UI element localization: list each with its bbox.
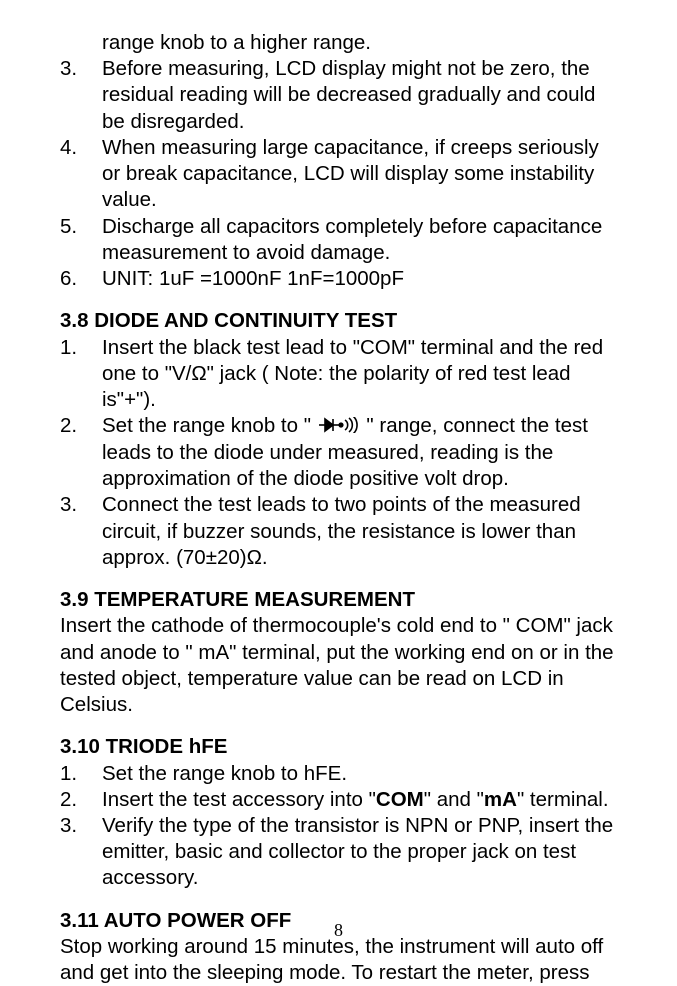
list-number: 3. <box>60 813 102 892</box>
list-item: 6. UNIT: 1uF =1000nF 1nF=1000pF <box>60 266 617 292</box>
list-item: 3. Before measuring, LCD display might n… <box>60 56 617 135</box>
capacitance-list-continued: range knob to a higher range. 3. Before … <box>60 30 617 292</box>
bold-com: COM <box>376 788 424 811</box>
list-item: 5. Discharge all capacitors completely b… <box>60 214 617 266</box>
list-number: 4. <box>60 135 102 214</box>
list-number: 3. <box>60 56 102 135</box>
diode-continuity-icon <box>319 414 359 440</box>
list-item: range knob to a higher range. <box>60 30 617 56</box>
list-text: Insert the test accessory into "COM" and… <box>102 787 617 813</box>
page-number: 8 <box>0 919 677 942</box>
temperature-paragraph: Insert the cathode of thermocouple's col… <box>60 613 617 718</box>
list-item: 1. Insert the black test lead to "COM" t… <box>60 335 617 414</box>
section-heading-diode: 3.8 DIODE AND CONTINUITY TEST <box>60 308 617 334</box>
list-item: 4. When measuring large capacitance, if … <box>60 135 617 214</box>
list-text: Connect the test leads to two points of … <box>102 492 617 571</box>
text-part: Insert the test accessory into " <box>102 788 376 811</box>
list-number: 5. <box>60 214 102 266</box>
list-text: Discharge all capacitors completely befo… <box>102 214 617 266</box>
list-text-pre: Set the range knob to " <box>102 414 317 437</box>
list-item: 2. Insert the test accessory into "COM" … <box>60 787 617 813</box>
list-text: range knob to a higher range. <box>102 30 617 56</box>
list-text: Set the range knob to " " range, connect… <box>102 413 617 492</box>
list-text: Set the range knob to hFE. <box>102 761 617 787</box>
section-heading-temperature: 3.9 TEMPERATURE MEASUREMENT <box>60 587 617 613</box>
list-text: Insert the black test lead to "COM" term… <box>102 335 617 414</box>
list-number: 3. <box>60 492 102 571</box>
list-text: Verify the type of the transistor is NPN… <box>102 813 617 892</box>
list-number: 6. <box>60 266 102 292</box>
list-number: 2. <box>60 787 102 813</box>
list-item: 1. Set the range knob to hFE. <box>60 761 617 787</box>
bold-ma: mA <box>484 788 517 811</box>
list-text: UNIT: 1uF =1000nF 1nF=1000pF <box>102 266 617 292</box>
section-heading-triode: 3.10 TRIODE hFE <box>60 734 617 760</box>
document-page: range knob to a higher range. 3. Before … <box>0 0 677 954</box>
list-number: 2. <box>60 413 102 492</box>
list-number: 1. <box>60 335 102 414</box>
list-item: 2. Set the range knob to " " range, conn… <box>60 413 617 492</box>
triode-list: 1. Set the range knob to hFE. 2. Insert … <box>60 761 617 892</box>
diode-list: 1. Insert the black test lead to "COM" t… <box>60 335 617 572</box>
list-item: 3. Connect the test leads to two points … <box>60 492 617 571</box>
text-part: " terminal. <box>517 788 609 811</box>
list-number <box>60 30 102 56</box>
list-text: When measuring large capacitance, if cre… <box>102 135 617 214</box>
list-item: 3. Verify the type of the transistor is … <box>60 813 617 892</box>
list-text: Before measuring, LCD display might not … <box>102 56 617 135</box>
list-number: 1. <box>60 761 102 787</box>
text-part: " and " <box>424 788 484 811</box>
